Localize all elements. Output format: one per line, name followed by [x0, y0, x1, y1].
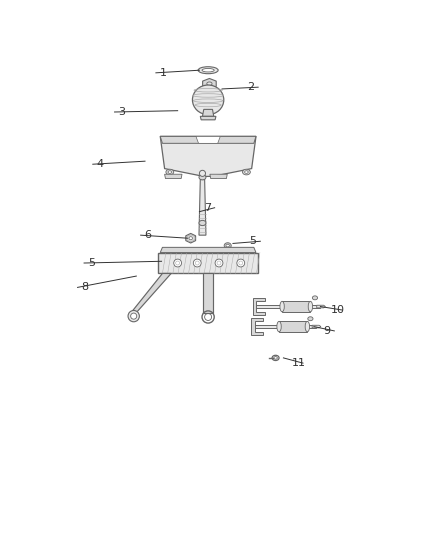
Ellipse shape — [308, 317, 313, 321]
Bar — [251, 325, 316, 328]
Text: 4: 4 — [96, 159, 104, 169]
Ellipse shape — [198, 67, 218, 74]
Polygon shape — [160, 136, 256, 176]
Polygon shape — [158, 253, 258, 273]
Ellipse shape — [237, 259, 245, 267]
Polygon shape — [203, 273, 213, 313]
Polygon shape — [199, 180, 206, 235]
Polygon shape — [160, 136, 256, 143]
Ellipse shape — [308, 301, 313, 312]
Ellipse shape — [215, 259, 223, 267]
Text: 5: 5 — [250, 236, 257, 246]
Ellipse shape — [128, 310, 139, 322]
Ellipse shape — [193, 259, 201, 267]
Ellipse shape — [166, 169, 174, 175]
Text: 7: 7 — [204, 203, 211, 213]
Ellipse shape — [189, 237, 192, 240]
Text: 3: 3 — [118, 107, 125, 117]
Ellipse shape — [174, 259, 182, 267]
Ellipse shape — [243, 169, 251, 175]
Text: 1: 1 — [160, 68, 167, 78]
Polygon shape — [282, 301, 311, 312]
Ellipse shape — [277, 321, 281, 332]
Polygon shape — [186, 233, 196, 243]
Ellipse shape — [131, 313, 137, 319]
Ellipse shape — [163, 260, 166, 263]
Text: 6: 6 — [145, 230, 152, 240]
Text: 11: 11 — [292, 358, 306, 368]
Polygon shape — [312, 325, 321, 328]
Ellipse shape — [312, 296, 318, 300]
Polygon shape — [279, 321, 307, 332]
Polygon shape — [203, 78, 216, 89]
Polygon shape — [210, 174, 227, 179]
Ellipse shape — [280, 301, 284, 312]
Ellipse shape — [161, 259, 168, 264]
Polygon shape — [253, 298, 265, 315]
Polygon shape — [202, 109, 214, 116]
Text: 2: 2 — [247, 82, 254, 92]
Ellipse shape — [224, 243, 231, 248]
Ellipse shape — [199, 175, 206, 180]
Polygon shape — [317, 305, 325, 308]
Bar — [253, 305, 320, 308]
Polygon shape — [200, 116, 216, 120]
Ellipse shape — [192, 85, 224, 115]
Ellipse shape — [199, 171, 205, 176]
Ellipse shape — [226, 244, 230, 247]
Ellipse shape — [305, 321, 310, 332]
Ellipse shape — [199, 220, 206, 225]
Polygon shape — [131, 273, 171, 313]
Ellipse shape — [245, 171, 248, 173]
Polygon shape — [160, 247, 256, 253]
Polygon shape — [196, 136, 220, 143]
Polygon shape — [165, 174, 182, 179]
Polygon shape — [251, 318, 263, 335]
Ellipse shape — [202, 68, 214, 72]
Text: 5: 5 — [88, 258, 95, 268]
Text: 8: 8 — [81, 282, 88, 293]
Text: 10: 10 — [331, 305, 345, 315]
Text: 9: 9 — [323, 326, 331, 336]
Ellipse shape — [168, 171, 172, 173]
Ellipse shape — [207, 82, 212, 85]
